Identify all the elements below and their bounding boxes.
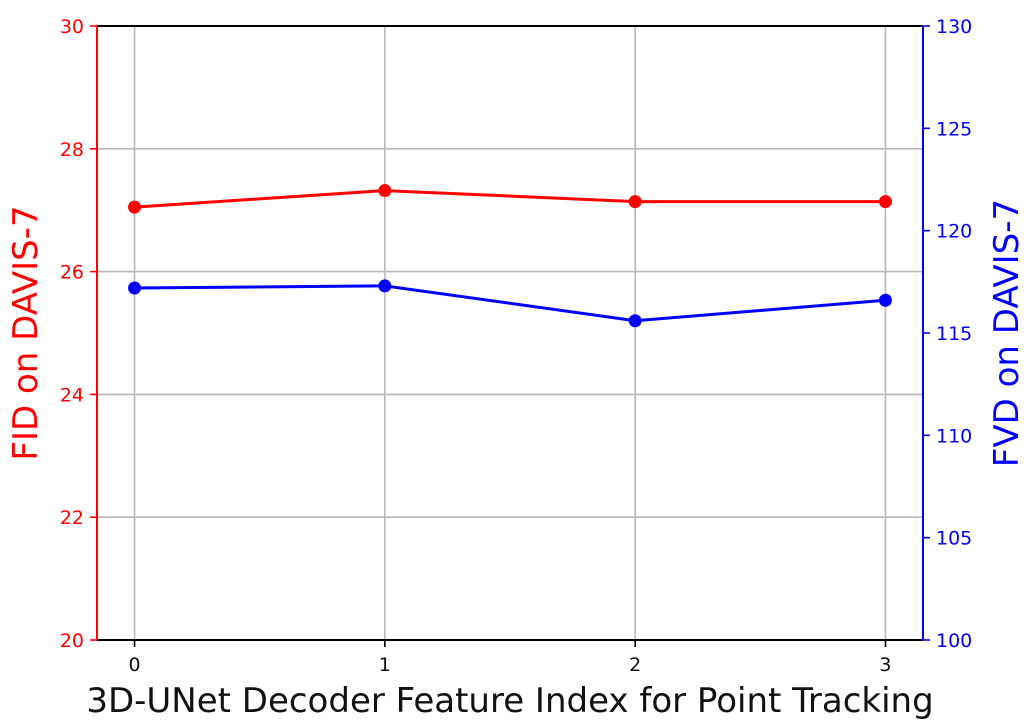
x-tick-label: 1 xyxy=(379,654,391,676)
y-left-tick-label: 26 xyxy=(60,262,84,284)
data-point-left xyxy=(128,200,142,214)
x-tick-label: 2 xyxy=(629,654,641,676)
data-point-right xyxy=(878,293,892,307)
plot-frame xyxy=(96,25,924,641)
data-point-right xyxy=(378,279,392,293)
y-right-tick-label: 120 xyxy=(936,221,972,243)
x-axis-title: 3D-UNet Decoder Feature Index for Point … xyxy=(86,681,933,720)
y-right-tick-label: 100 xyxy=(936,630,972,652)
y-left-axis-title: FID on DAVIS-7 xyxy=(6,205,46,460)
grid xyxy=(97,25,923,641)
y-right-tick-label: 110 xyxy=(936,425,972,447)
x-tick-label: 0 xyxy=(128,654,140,676)
y-left-tick-label: 28 xyxy=(60,139,84,161)
series-layer xyxy=(128,184,892,328)
y-right-axis-title: FVD on DAVIS-7 xyxy=(987,199,1024,467)
y-left-tick-label: 20 xyxy=(60,630,84,652)
x-tick-label: 3 xyxy=(879,654,891,676)
y-right-tick-label: 105 xyxy=(936,528,972,550)
ticks: 0 1 2 3 20 22 24 26 28 30 100 105 110 115 120 125 130 xyxy=(60,16,972,676)
data-point-left xyxy=(378,184,392,198)
y-right-tick-label: 115 xyxy=(936,323,972,345)
data-point-left xyxy=(878,195,892,209)
series-line-right xyxy=(134,284,886,323)
y-right-tick-label: 125 xyxy=(936,118,972,140)
series-line-left xyxy=(134,189,886,209)
y-left-tick-label: 30 xyxy=(60,16,84,38)
y-left-tick-label: 24 xyxy=(60,384,84,406)
data-point-right xyxy=(628,314,642,328)
data-point-right xyxy=(128,281,142,295)
data-point-left xyxy=(628,195,642,209)
y-left-tick-label: 22 xyxy=(60,507,84,529)
y-right-tick-label: 130 xyxy=(936,16,972,38)
